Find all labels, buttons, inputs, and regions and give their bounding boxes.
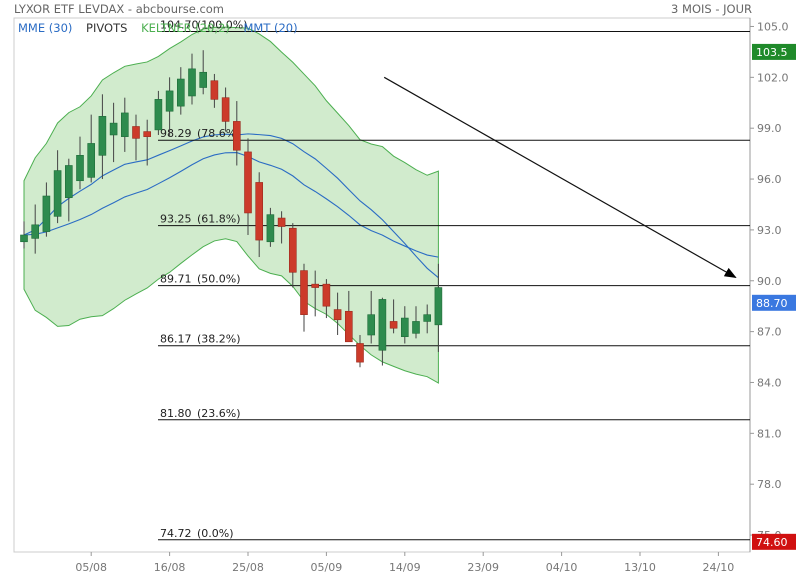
y-tick-label: 99.0: [757, 122, 782, 135]
candle-body: [53, 170, 62, 217]
price-badge-label: 88.70: [756, 297, 788, 310]
y-tick-label: 102.0: [757, 71, 789, 84]
x-tick-label: 23/09: [467, 561, 499, 574]
candle-body: [322, 283, 331, 307]
candle-body: [244, 151, 252, 214]
candle-body: [210, 80, 219, 100]
x-tick-label: 16/08: [154, 561, 186, 574]
candle-body: [400, 317, 409, 338]
candle-body: [300, 270, 308, 315]
candle-body: [42, 195, 51, 232]
candle-body: [20, 234, 28, 243]
candle-body: [378, 299, 387, 351]
legend-mme[interactable]: MME (30): [18, 21, 73, 35]
price-badge-last: [752, 294, 796, 311]
candle-body: [333, 309, 342, 321]
candle-body: [389, 321, 398, 329]
chart-header: LYXOR ETF LEVDAX - abcbourse.com 3 MOIS …: [0, 0, 800, 18]
y-tick-label: 87.0: [757, 326, 782, 339]
x-tick-label: 05/08: [75, 561, 107, 574]
pivot-percent-label: (100.0%): [197, 19, 248, 32]
x-tick-label: 24/10: [703, 561, 735, 574]
candle-body: [311, 283, 320, 288]
indicator-legend: MME (30) PIVOTS KELTNER (20,2) MMT (20): [18, 21, 308, 35]
price-badge-low: [752, 533, 796, 550]
price-badge-label: 103.5: [756, 46, 788, 59]
x-tick-label: 13/10: [624, 561, 656, 574]
pivot-percent-label: (38.2%): [197, 333, 241, 346]
chart-title: LYXOR ETF LEVDAX - abcbourse.com: [14, 2, 225, 16]
mme-line: [23, 152, 439, 258]
candle-body: [154, 99, 163, 131]
pivot-percent-label: (23.6%): [197, 407, 241, 420]
candle-body: [233, 121, 241, 151]
x-tick-label: 25/08: [232, 561, 264, 574]
candle-body: [31, 224, 40, 239]
pivot-value-label: 98.29: [160, 127, 192, 140]
period-selector[interactable]: 3 MOIS - JOUR: [671, 2, 752, 16]
pivot-percent-label: (78.6%): [197, 127, 241, 140]
pivot-percent-label: (61.8%): [197, 213, 241, 226]
candle-body: [356, 343, 364, 363]
x-tick-label: 04/10: [546, 561, 578, 574]
candle-body: [143, 131, 151, 137]
y-tick-label: 78.0: [757, 478, 782, 491]
pivot-percent-label: (50.0%): [197, 273, 241, 286]
y-tick-label: 90.0: [757, 275, 782, 288]
candle-body: [98, 116, 107, 156]
x-tick-label: 14/09: [389, 561, 421, 574]
candle-body: [288, 227, 297, 273]
candle-body: [367, 314, 376, 336]
pivot-value-label: 104.70: [160, 19, 199, 32]
candle-body: [109, 122, 118, 136]
candle-body: [76, 155, 84, 182]
candle-body: [434, 287, 443, 326]
candle-body: [412, 321, 420, 334]
legend-pivots[interactable]: PIVOTS: [86, 21, 128, 35]
mmt-line: [23, 133, 439, 279]
candle-body: [199, 71, 207, 88]
candle-body: [188, 68, 196, 97]
y-tick-label: 84.0: [757, 376, 782, 389]
x-tick-label: 05/09: [311, 561, 343, 574]
pivot-value-label: 93.25: [160, 213, 192, 226]
candle-body: [266, 214, 275, 243]
candle-body: [132, 126, 140, 139]
y-tick-label: 93.0: [757, 224, 782, 237]
candle-body: [277, 217, 286, 227]
y-tick-label: 105.0: [757, 20, 789, 33]
y-tick-label: 81.0: [757, 427, 782, 440]
pivot-value-label: 89.71: [160, 273, 192, 286]
y-tick-label: 96.0: [757, 173, 782, 186]
price-badge-label: 74.60: [756, 536, 788, 549]
candle-body: [177, 78, 185, 107]
pivot-value-label: 81.80: [160, 407, 192, 420]
candle-body: [221, 97, 230, 122]
pivot-percent-label: (0.0%): [197, 527, 234, 540]
candle-body: [344, 310, 353, 343]
pivot-value-label: 86.17: [160, 333, 192, 346]
price-badge-high: [752, 43, 796, 60]
legend-mmt[interactable]: MMT (20): [243, 21, 298, 35]
candle-body: [255, 182, 263, 241]
legend-keltner[interactable]: KELTNER (20,2): [141, 21, 230, 35]
candle-body: [87, 143, 95, 178]
candle-body: [121, 112, 129, 137]
candle-body: [165, 90, 174, 112]
candle-body: [423, 314, 432, 322]
candle-body: [65, 165, 73, 198]
pivot-value-label: 74.72: [160, 527, 192, 540]
trend-arrow: [383, 76, 737, 278]
